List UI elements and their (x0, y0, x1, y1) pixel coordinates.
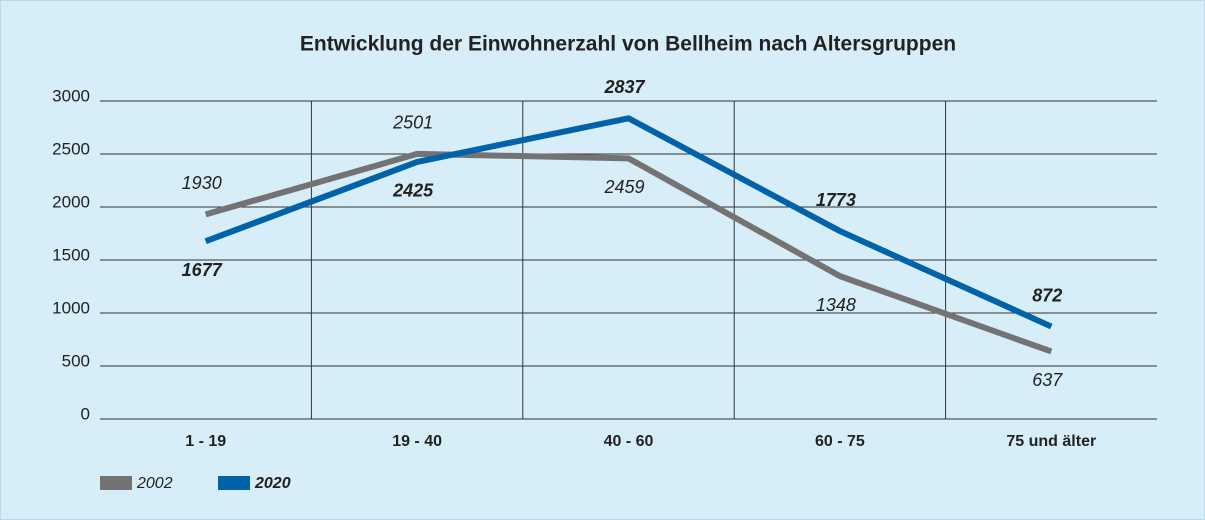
legend-label: 2020 (254, 475, 291, 492)
data-label: 1677 (182, 260, 223, 280)
legend-swatch (218, 476, 250, 490)
data-label: 2837 (603, 77, 645, 97)
x-tick-label: 60 - 75 (815, 433, 865, 450)
y-tick-label: 1500 (52, 245, 90, 264)
y-tick-label: 2500 (52, 139, 90, 158)
data-label: 872 (1032, 285, 1062, 305)
data-label: 1930 (182, 173, 222, 193)
y-tick-label: 2000 (52, 192, 90, 211)
data-label: 2425 (392, 181, 434, 201)
y-tick-label: 3000 (52, 86, 90, 105)
data-label: 2459 (603, 177, 644, 197)
y-tick-label: 1000 (52, 298, 90, 317)
x-tick-label: 19 - 40 (392, 433, 442, 450)
data-label: 2501 (392, 113, 433, 133)
x-tick-label: 40 - 60 (604, 433, 654, 450)
chart-title: Entwicklung der Einwohnerzahl von Bellhe… (300, 33, 956, 56)
y-tick-label: 0 (81, 404, 90, 423)
y-tick-label: 500 (62, 351, 90, 370)
data-label: 637 (1032, 370, 1063, 390)
legend-label: 2002 (136, 475, 173, 492)
x-tick-label: 75 und älter (1006, 433, 1096, 450)
series-line (204, 150, 1053, 355)
x-tick-label: 1 - 19 (185, 433, 226, 450)
series-line (204, 115, 1053, 330)
legend-swatch (100, 476, 132, 490)
data-label: 1773 (816, 190, 856, 210)
data-label: 1348 (816, 295, 856, 315)
